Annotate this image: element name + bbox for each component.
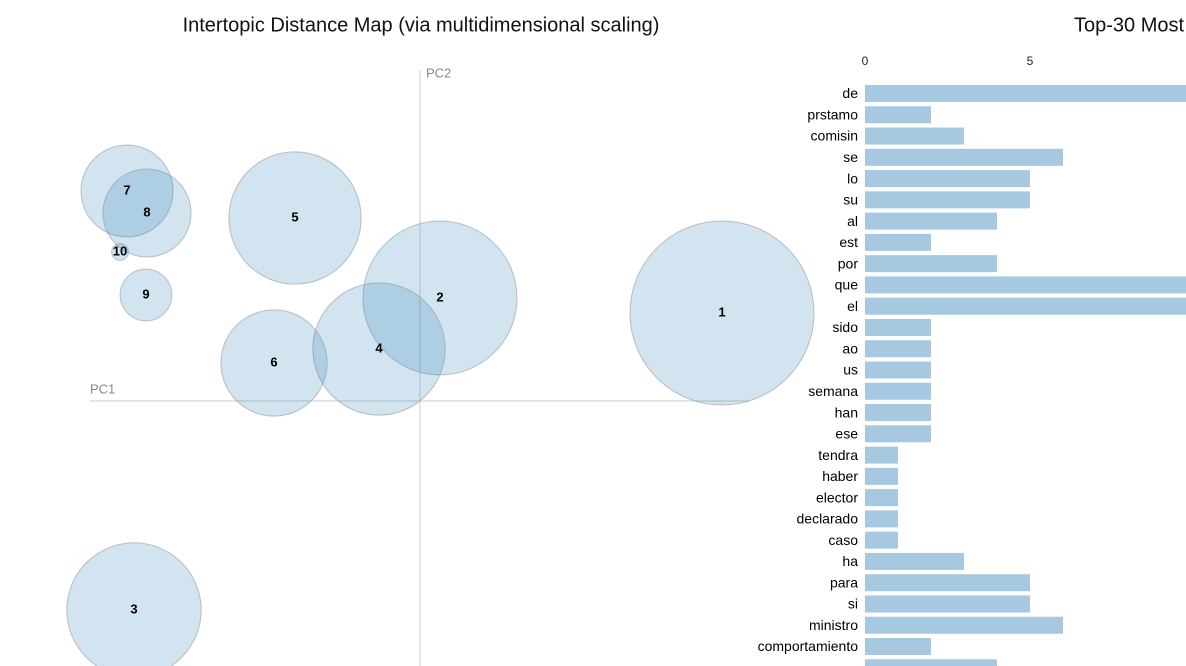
- term-label: para: [830, 574, 858, 590]
- term-label: de: [842, 85, 858, 101]
- term-label: que: [835, 277, 859, 293]
- bar: [865, 510, 898, 528]
- topic-bubble: [228, 151, 362, 285]
- bar: [865, 127, 964, 145]
- term-label: tendra: [818, 447, 858, 463]
- term-label: caso: [828, 532, 858, 548]
- topic-label: 8: [143, 204, 150, 219]
- x-axis-label: PC1: [90, 381, 115, 396]
- term-label: han: [835, 404, 858, 420]
- term-label: ha: [842, 553, 858, 569]
- term-label: si: [848, 596, 858, 612]
- topic-label: 6: [270, 354, 277, 369]
- term-label: comportamiento: [758, 638, 859, 654]
- topic-bubble: [80, 144, 174, 238]
- topic-label: 10: [113, 243, 127, 258]
- bar: [865, 191, 1030, 209]
- bar: [865, 297, 1186, 315]
- bar: [865, 574, 1030, 592]
- map-title: Intertopic Distance Map (via multidimens…: [183, 14, 660, 36]
- term-label: comisin: [811, 128, 858, 144]
- term-label: lo: [847, 170, 858, 186]
- term-label: haber: [822, 468, 858, 484]
- bar: [865, 318, 931, 336]
- topic-bubble: [119, 268, 173, 322]
- bar: [865, 340, 931, 358]
- term-label: declarado: [797, 511, 859, 527]
- term-label: su: [843, 192, 858, 208]
- term-label: el: [847, 298, 858, 314]
- bar: [865, 425, 931, 443]
- bar: [865, 148, 1063, 166]
- bar: [865, 233, 931, 251]
- bar: [865, 404, 931, 422]
- term-label: al: [847, 213, 858, 229]
- y-axis-label: PC2: [426, 65, 451, 80]
- bar: [865, 212, 997, 230]
- bar-title: Top-30 Most: [1074, 14, 1184, 36]
- bar: [865, 382, 931, 400]
- topic-label: 5: [291, 209, 298, 224]
- bar: [865, 531, 898, 549]
- topic-label: 2: [436, 289, 443, 304]
- bar: [865, 85, 1186, 102]
- topic-label: 3: [130, 601, 137, 616]
- bar: [865, 659, 997, 666]
- term-label: elector: [816, 489, 858, 505]
- term-label: ministro: [809, 617, 858, 633]
- bar: [865, 276, 1186, 294]
- topic-label: 7: [123, 182, 130, 197]
- bar: [865, 489, 898, 507]
- bar: [865, 595, 1030, 613]
- term-label: ao: [842, 340, 858, 356]
- topic-bubble: [111, 243, 129, 261]
- term-label: semana: [808, 383, 858, 399]
- bar: [865, 255, 997, 273]
- bar: [865, 552, 964, 570]
- topic-bubble: [220, 309, 328, 417]
- term-label: us: [843, 362, 858, 378]
- term-label: est: [839, 234, 858, 250]
- topic-label: 9: [142, 286, 149, 301]
- term-label: se: [843, 149, 858, 165]
- bar: [865, 361, 931, 379]
- bar: [865, 106, 931, 124]
- topic-label: 4: [375, 340, 383, 355]
- x-tick-label: 5: [1027, 54, 1034, 68]
- topic-bubble: [312, 282, 446, 416]
- bar: [865, 467, 898, 485]
- term-label: por: [838, 255, 859, 271]
- topic-bubble: [629, 220, 815, 406]
- term-label: prstamo: [807, 106, 858, 122]
- term-label: ese: [835, 426, 858, 442]
- bar: [865, 638, 931, 656]
- bar: [865, 446, 898, 464]
- x-tick-label: 0: [862, 54, 869, 68]
- bar: [865, 616, 1063, 634]
- topic-bubble: [66, 542, 202, 666]
- topic-label: 1: [718, 304, 725, 319]
- topic-bubble: [102, 168, 192, 258]
- bar: [865, 170, 1030, 188]
- term-label: sido: [832, 319, 858, 335]
